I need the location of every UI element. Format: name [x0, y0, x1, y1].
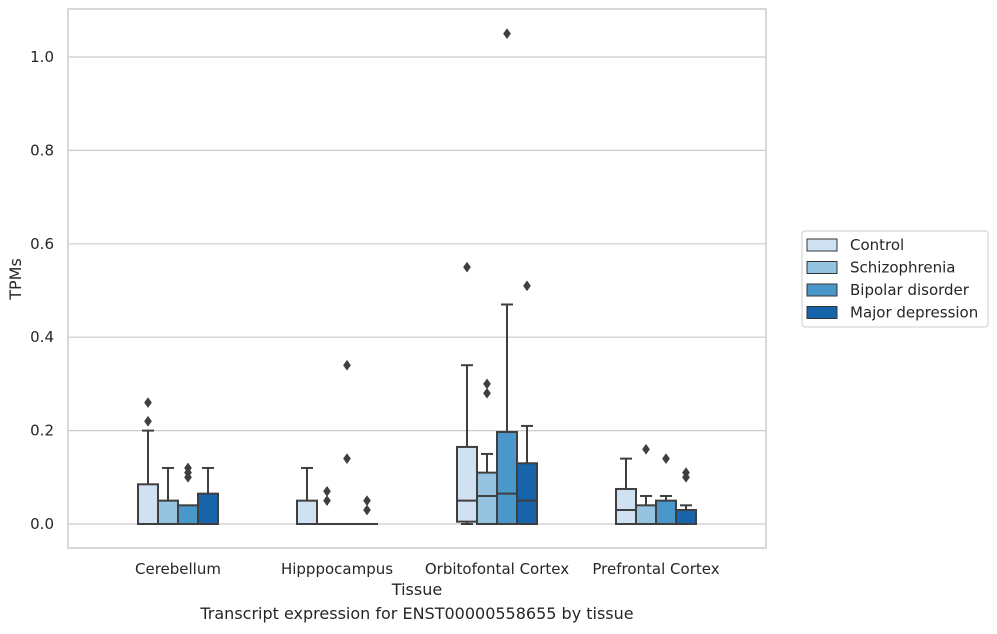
legend-item: Schizophrenia [806, 259, 955, 277]
outlier-point [184, 462, 192, 474]
legend-swatch [806, 306, 838, 319]
legend-label: Control [850, 236, 904, 254]
y-axis-label: TPMs [6, 258, 25, 301]
outlier-point [323, 485, 331, 497]
box [316, 485, 338, 526]
legend-label: Bipolar disorder [850, 281, 970, 299]
box [675, 467, 697, 525]
y-tick-labels: 0.0 0.2 0.4 0.6 0.8 1.0 [30, 48, 54, 533]
x-tick-label: Hipppocampus [281, 560, 393, 578]
series-control [137, 261, 637, 526]
legend-swatch [806, 283, 838, 297]
outlier-point [662, 453, 670, 465]
box [476, 378, 498, 526]
legend: Control Schizophrenia Bipolar disorder Majo… [801, 230, 989, 328]
legend-item: Control [806, 236, 904, 254]
box [356, 495, 378, 526]
outlier-point [463, 261, 471, 273]
outlier-point [144, 397, 152, 409]
box [137, 397, 159, 525]
legend-item: Major depression [806, 304, 978, 322]
outlier-point [343, 359, 351, 371]
outlier-point [483, 378, 491, 390]
box-body [296, 499, 318, 525]
box-body [456, 445, 478, 523]
box [496, 28, 518, 526]
box-body [476, 471, 498, 526]
box [456, 261, 478, 525]
legend-item: Bipolar disorder [806, 281, 970, 299]
box [516, 280, 538, 526]
outlier-point [523, 280, 531, 292]
box-body [197, 492, 219, 525]
box-plot-series [137, 28, 697, 526]
box [197, 466, 219, 525]
box-body [615, 487, 637, 526]
box-body [516, 462, 538, 526]
y-tick-label: 0.8 [30, 141, 54, 159]
box [157, 466, 179, 525]
outlier-point [363, 495, 371, 507]
y-tick-label: 0.0 [30, 515, 54, 533]
legend-frame [801, 230, 989, 328]
legend-label: Schizophrenia [850, 259, 955, 277]
x-axis-label: Tissue [391, 580, 442, 599]
figure-caption: Transcript expression for ENST0000055865… [200, 604, 634, 623]
outlier-point [503, 28, 511, 40]
x-tick-labels: Cerebellum Hipppocampus Orbitofontal Corte… [135, 560, 720, 578]
box-body [157, 499, 179, 525]
gridlines [68, 56, 766, 525]
x-tick-label: Cerebellum [135, 560, 221, 578]
box-body [137, 483, 159, 525]
outlier-point [343, 453, 351, 465]
box-body [177, 504, 199, 526]
series-bipolar-disorder [177, 28, 677, 526]
box [296, 466, 318, 525]
outlier-point [642, 443, 650, 455]
box [615, 457, 637, 526]
outlier-point [363, 504, 371, 516]
outlier-point [682, 467, 690, 479]
outlier-point [144, 415, 152, 427]
x-tick-label: Orbitofontal Cortex [425, 560, 569, 578]
box [635, 443, 657, 526]
box-body [496, 431, 518, 526]
box [655, 453, 677, 525]
plot-frame [67, 8, 767, 549]
legend-label: Major depression [850, 304, 978, 322]
x-tick-label: Prefrontal Cortex [592, 560, 719, 578]
y-tick-label: 0.6 [30, 235, 54, 253]
outlier-point [483, 387, 491, 399]
y-tick-label: 1.0 [30, 48, 54, 66]
outlier-point [323, 495, 331, 507]
box-body [635, 504, 657, 526]
y-tick-label: 0.2 [30, 422, 54, 440]
legend-swatch [806, 238, 838, 252]
box-body [675, 508, 697, 525]
series-schizophrenia [157, 378, 657, 526]
box [177, 462, 199, 526]
series-major-depression [197, 280, 697, 526]
legend-swatch [806, 261, 838, 274]
y-tick-label: 0.4 [30, 328, 54, 346]
box-body [655, 499, 677, 525]
box [336, 359, 358, 526]
